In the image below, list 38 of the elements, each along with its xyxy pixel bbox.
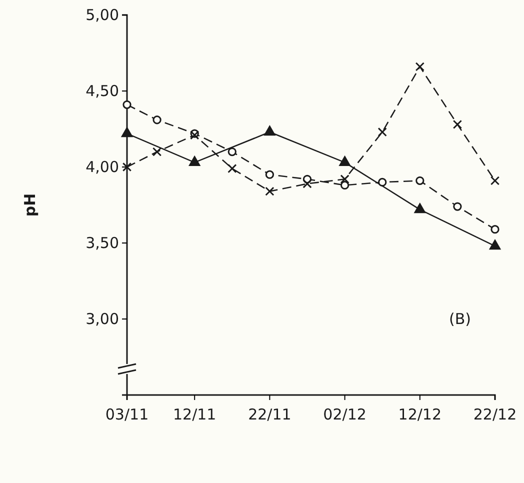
point — [340, 174, 350, 184]
y-tick-label: 4,00 — [86, 158, 119, 176]
point — [339, 156, 350, 166]
point — [416, 176, 424, 185]
x-tick-label: 03/11 — [105, 406, 149, 424]
point — [265, 170, 274, 179]
point — [489, 240, 501, 250]
y-tick-label: 5,00 — [86, 6, 119, 24]
point — [415, 62, 424, 72]
y-tick-label: 4,50 — [86, 82, 119, 100]
x-tick-label: 12/12 — [398, 406, 442, 424]
point — [189, 156, 200, 166]
y-axis-title: pH — [21, 193, 39, 217]
point — [121, 127, 133, 138]
point — [340, 180, 350, 190]
point — [453, 202, 462, 211]
x-tick-label: 22/12 — [473, 406, 517, 424]
point — [378, 127, 387, 137]
point — [265, 186, 274, 196]
point — [228, 164, 237, 174]
point — [152, 147, 162, 156]
point — [378, 178, 387, 187]
y-tick-label: 3,00 — [86, 310, 119, 328]
x-tick-label: 02/12 — [323, 406, 366, 424]
point — [228, 147, 236, 156]
x-tick-label: 12/11 — [172, 406, 216, 424]
point — [152, 116, 162, 124]
point — [302, 179, 312, 188]
point — [490, 225, 500, 234]
point — [490, 176, 500, 186]
point — [122, 162, 132, 172]
point — [264, 126, 276, 136]
annotation: (B) — [449, 310, 471, 328]
point — [122, 100, 132, 109]
y-tick-label: 3,50 — [86, 234, 119, 252]
point — [452, 120, 462, 130]
x-tick-label: 22/11 — [248, 406, 292, 424]
point — [414, 203, 426, 214]
